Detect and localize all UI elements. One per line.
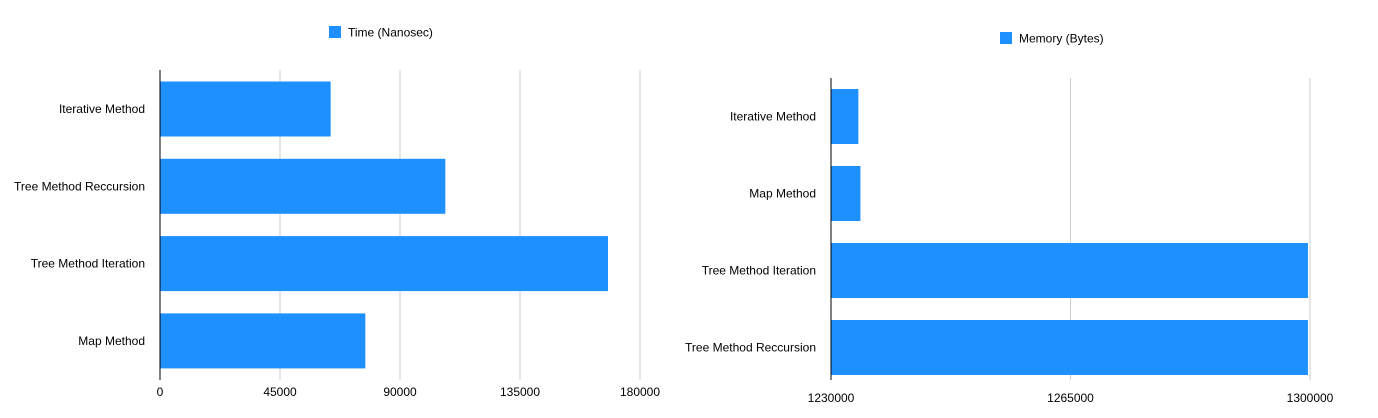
time-category-label: Tree Method Iteration: [31, 257, 145, 271]
time-bar: [160, 158, 446, 214]
memory-x-tick-label: 1265000: [1047, 391, 1094, 405]
time-x-tick-label: 180000: [620, 385, 660, 399]
memory-category-label: Tree Method Reccursion: [685, 341, 816, 355]
time-category-label: Iterative Method: [59, 102, 145, 116]
memory-x-tick-label: 1300000: [1287, 391, 1334, 405]
memory-bar: [831, 320, 1308, 375]
time-bar: [160, 313, 366, 369]
memory-legend-label: Memory (Bytes): [1019, 32, 1104, 46]
memory-bar: [831, 89, 859, 144]
time-bar: [160, 236, 608, 292]
memory-legend-swatch: [1000, 32, 1012, 44]
memory-category-label: Tree Method Iteration: [702, 264, 816, 278]
time-x-tick-label: 0: [157, 385, 164, 399]
time-x-tick-label: 45000: [263, 385, 297, 399]
time-category-label: Map Method: [78, 334, 145, 348]
time-x-tick-label: 135000: [500, 385, 540, 399]
memory-category-label: Iterative Method: [730, 110, 816, 124]
time-bar: [160, 81, 331, 137]
time-legend-label: Time (Nanosec): [348, 26, 433, 40]
memory-category-label: Map Method: [749, 187, 816, 201]
memory-x-tick-label: 1230000: [808, 391, 855, 405]
time-category-label: Tree Method Reccursion: [14, 179, 145, 193]
memory-bar: [831, 243, 1308, 298]
time-x-tick-label: 90000: [383, 385, 417, 399]
time-legend-swatch: [329, 26, 341, 38]
memory-bar: [831, 166, 861, 221]
